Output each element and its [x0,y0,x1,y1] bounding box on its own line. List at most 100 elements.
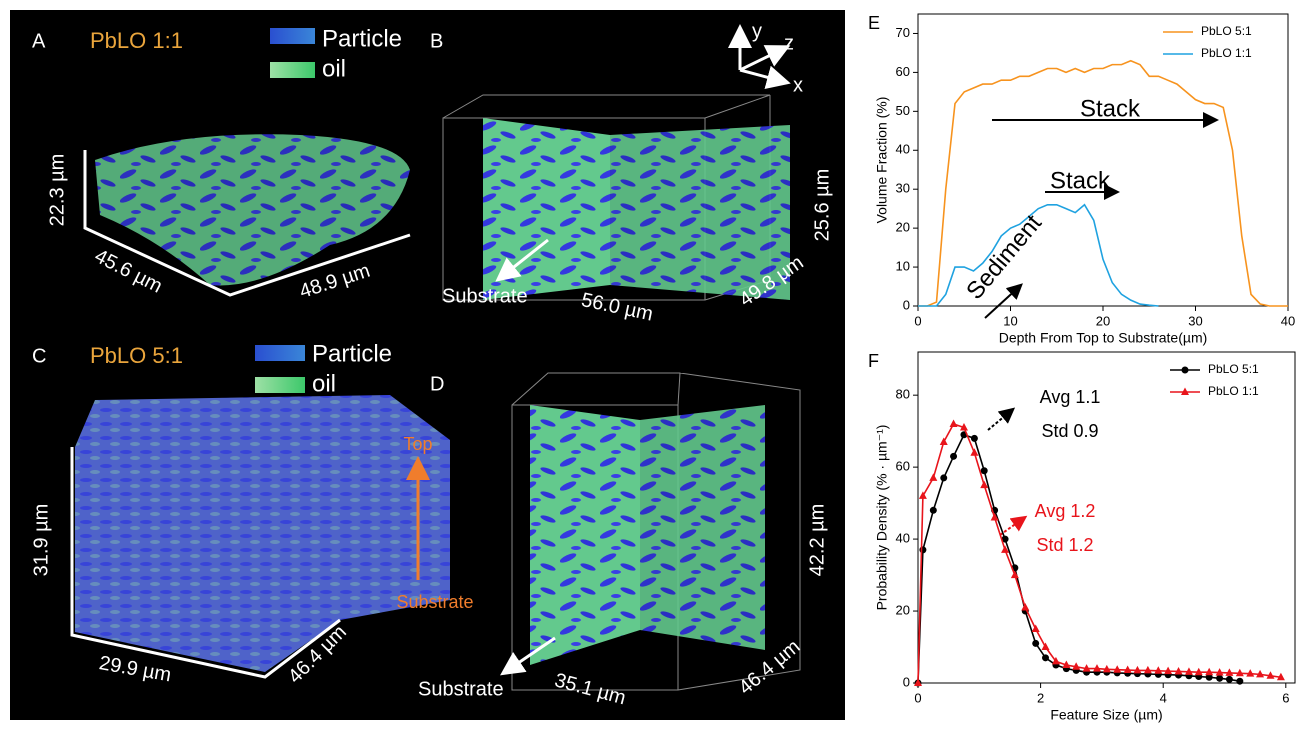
marker [970,434,978,442]
marker [1194,667,1203,676]
y-tick-label: 40 [896,531,910,546]
line [918,203,1159,307]
x-tick-label: 2 [1037,690,1044,705]
panel-label: B [430,30,443,52]
marker [1001,535,1009,543]
marker [1102,664,1111,673]
annotation: Std 0.9 [1041,421,1098,441]
marker [929,473,938,481]
marker [1041,642,1050,651]
panel-label: A [32,30,46,52]
x-tick-label: 30 [1188,313,1202,328]
marker [918,491,927,499]
marker [1184,667,1193,675]
marker [1215,668,1224,676]
marker [1181,366,1189,374]
legend-label: Particle [322,25,402,52]
legend-label: PbLO 5:1 [1201,24,1252,38]
marker [940,474,948,482]
panel-label: C [32,345,46,367]
y-tick-label: 60 [896,459,910,474]
legend-label: PbLO 1:1 [1201,46,1252,60]
marker [1205,667,1214,676]
dimension: 22.3 µm [46,154,68,227]
substrate-label: Substrate [442,285,528,307]
y-axis-title: Probability Density (% · µm⁻¹) [874,425,890,611]
y-tick-label: 10 [896,259,910,274]
y-tick-label: 30 [896,181,910,196]
legend-label: oil [322,55,346,82]
dimension: 42.2 µm [806,504,828,577]
marker [1154,666,1163,674]
y-tick-label: 50 [896,103,910,118]
dimension: 31.9 µm [30,504,52,577]
y-tick-label: 20 [896,220,910,235]
arrow [495,238,549,282]
marker [959,423,968,431]
marker [1082,664,1091,672]
direction-label: Top [403,434,432,454]
marker [929,506,937,514]
marker [1062,660,1071,669]
panel-label: D [430,373,444,395]
x-tick-label: 0 [914,690,921,705]
slice [483,118,610,300]
marker [1256,669,1265,678]
marker [990,513,999,521]
annotation: Sediment [961,209,1047,304]
axis-name: x [793,74,803,96]
slice [640,405,765,650]
marker [1123,665,1132,674]
slice [610,125,790,300]
x-tick-label: 6 [1282,690,1289,705]
panel-label: E [868,13,880,33]
marker [980,467,988,475]
marker [1266,671,1275,679]
substrate-label: Substrate [418,678,504,700]
marker [939,437,948,445]
panel-title: PbLO 1:1 [90,28,183,53]
marker [1072,662,1081,670]
marker [1001,545,1010,553]
arrow [500,636,556,676]
x-tick-label: 20 [1096,313,1110,328]
marker [914,678,922,686]
marker [950,452,958,460]
marker [1051,656,1060,665]
render-a [95,134,410,286]
marker [1225,675,1233,683]
dimension-lines [83,150,411,297]
annotation-arrow [999,515,1028,536]
line [917,422,1282,684]
x-axis-title: Depth From Top to Substrate(µm) [999,330,1208,346]
x-tick-label: 40 [1281,313,1295,328]
axis-triad [728,24,791,89]
marker [1216,674,1224,682]
marker [1276,672,1285,681]
y-tick-label: 40 [896,142,910,157]
marker [1021,602,1030,611]
marker [1032,639,1040,647]
x-tick-label: 10 [1003,313,1017,328]
legend-label: oil [312,370,336,397]
x-axis-title: Feature Size (µm) [1050,707,1162,723]
annotation-arrow [984,112,1219,431]
y-tick-label: 0 [903,674,910,689]
legend-swatch [270,28,315,44]
bounding-box [511,372,801,691]
annotation: Avg 1.1 [1040,387,1101,407]
marker [1246,669,1255,677]
marker [1164,666,1173,675]
legend-label: PbLO 5:1 [1208,362,1259,376]
y-tick-label: 70 [896,25,910,40]
marker [1092,664,1101,672]
marker [949,419,958,427]
marker [1225,668,1234,676]
marker [1174,666,1183,675]
legend-swatch [255,377,305,393]
y-tick-label: 80 [896,387,910,402]
marker [1113,665,1122,673]
plot-frame [917,351,1296,684]
